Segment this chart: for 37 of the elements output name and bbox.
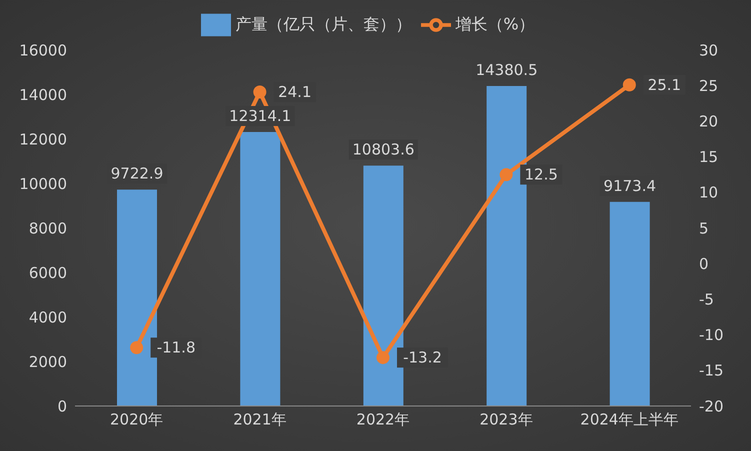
y2-tick-label: 5 (699, 219, 709, 238)
data-label: 9173.4 (604, 176, 656, 195)
y2-tick-label: -5 (699, 290, 714, 309)
y-tick-label: 12000 (19, 130, 67, 148)
y2-tick-label: 25 (699, 76, 718, 95)
y-tick-label: 6000 (28, 264, 67, 282)
data-label: -11.8 (156, 338, 196, 357)
data-label: -13.2 (403, 348, 442, 367)
y2-tick-label: -15 (699, 362, 724, 380)
y-tick-label: 14000 (19, 86, 67, 104)
data-label: 24.1 (278, 83, 312, 102)
y-tick-label: 16000 (19, 41, 67, 60)
x-tick-label: 2021年 (233, 410, 286, 429)
x-tick-label: 2022年 (356, 410, 410, 429)
data-label: 10803.6 (352, 140, 414, 159)
y-tick-label: 0 (57, 397, 67, 416)
y-tick-label: 4000 (28, 308, 67, 326)
y2-tick-label: -20 (699, 397, 724, 416)
y2-tick-label: 30 (699, 41, 718, 60)
y2-tick-label: 20 (699, 112, 718, 131)
y2-tick-label: -10 (699, 326, 724, 344)
y-tick-label: 8000 (28, 219, 67, 238)
data-label: 9722.9 (110, 164, 164, 183)
y-tick-label: 10000 (19, 174, 67, 193)
x-tick-label: 2024年上半年 (580, 410, 678, 429)
data-label: 12.5 (524, 166, 558, 184)
y2-tick-label: 0 (699, 254, 709, 273)
x-tick-label: 2020年 (110, 410, 164, 429)
legend-label: 增长（%） (455, 14, 535, 34)
x-tick-label: 2023年 (480, 410, 533, 429)
data-label: 14380.5 (476, 61, 538, 80)
data-label: 12314.1 (229, 107, 292, 126)
y2-tick-label: 15 (699, 148, 718, 166)
y2-tick-label: 10 (699, 184, 718, 202)
legend-label: 产量（亿只（片、套）） (235, 14, 412, 34)
y-tick-label: 2000 (28, 352, 67, 371)
data-label: 25.1 (648, 76, 682, 94)
